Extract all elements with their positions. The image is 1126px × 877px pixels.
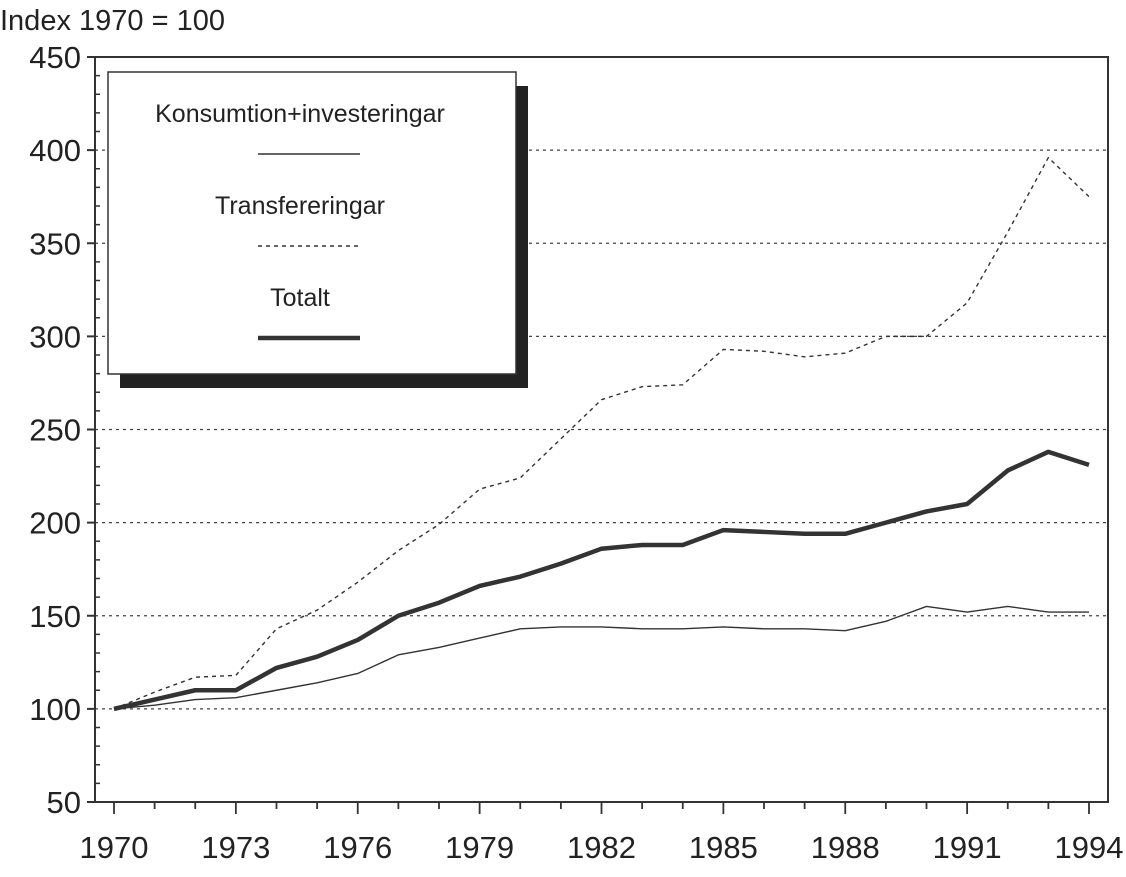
series-line-thin: [113, 605, 1089, 710]
y-axis-title: Index 1970 = 100: [0, 5, 225, 37]
series-line-dashed: [113, 156, 1090, 710]
x-tick-label: 1988: [811, 830, 880, 865]
legend-label: Totalt: [270, 284, 330, 312]
x-tick-label: 1985: [689, 830, 758, 865]
y-tick-label: 150: [29, 599, 81, 634]
legend-label: Transfereringar: [215, 192, 385, 220]
x-tick-label: 1994: [1055, 830, 1124, 865]
legend: Konsumtion+investeringar Transfereringar T…: [107, 71, 528, 388]
y-tick-label: 400: [29, 133, 81, 168]
x-tick-label: 1979: [445, 830, 514, 865]
x-tick-label: 1982: [567, 830, 636, 865]
x-tick-label: 1970: [80, 830, 149, 865]
y-tick-label: 300: [29, 319, 81, 354]
y-tick-label: 50: [47, 785, 81, 820]
y-tick-label: 200: [29, 506, 81, 541]
y-tick-label: 450: [29, 40, 81, 75]
series-lines: [113, 156, 1090, 712]
axes: 50 100 150 200 250 300 350 400 450 1970 1973 1976 19…: [29, 40, 1123, 865]
x-tick-label: 1973: [201, 830, 270, 865]
x-tick-label: 1976: [323, 830, 392, 865]
y-tick-label: 350: [29, 226, 81, 261]
series-line-thick: [113, 449, 1090, 712]
y-tick-label: 250: [29, 413, 81, 448]
x-tick-label: 1991: [933, 830, 1002, 865]
legend-box: [107, 71, 517, 375]
legend-label: Konsumtion+investeringar: [155, 100, 445, 128]
y-tick-label: 100: [29, 692, 81, 727]
